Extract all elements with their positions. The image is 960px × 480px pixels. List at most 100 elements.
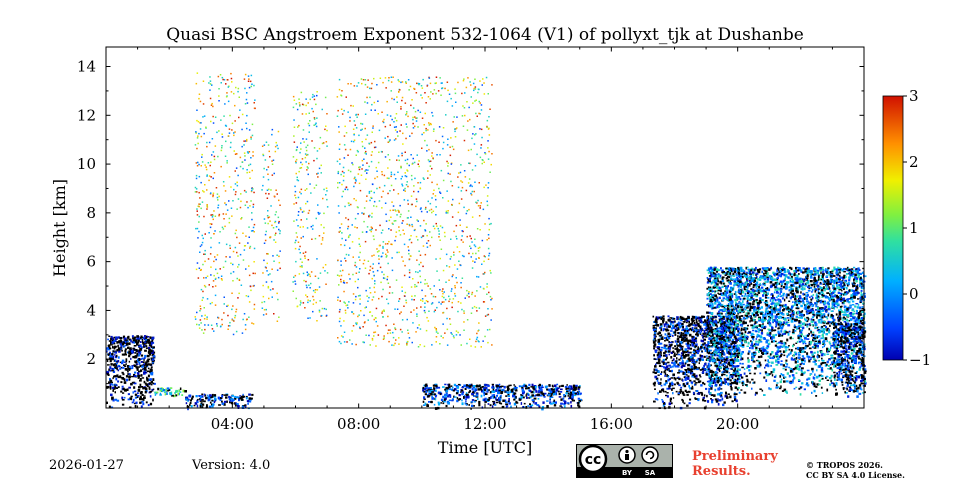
heatmap-cell bbox=[703, 368, 707, 371]
heatmap-cell bbox=[207, 258, 210, 260]
heatmap-cell bbox=[262, 176, 265, 178]
heatmap-cell bbox=[481, 159, 484, 161]
heatmap-cell bbox=[226, 400, 228, 403]
heatmap-cell bbox=[729, 382, 733, 385]
heatmap-cell bbox=[265, 313, 268, 315]
heatmap-cell bbox=[718, 399, 722, 402]
heatmap-cell bbox=[239, 165, 242, 168]
heatmap-cell bbox=[485, 386, 488, 390]
heatmap-cell bbox=[707, 364, 710, 367]
heatmap-cell bbox=[860, 289, 863, 292]
heatmap-cell bbox=[189, 403, 191, 407]
heatmap-cell bbox=[314, 123, 317, 126]
heatmap-cell bbox=[274, 241, 277, 243]
heatmap-cell bbox=[475, 112, 477, 115]
heatmap-cell bbox=[356, 322, 358, 324]
heatmap-cell bbox=[141, 398, 144, 401]
heatmap-cell bbox=[478, 182, 480, 184]
heatmap-cell bbox=[479, 246, 481, 249]
heatmap-cell bbox=[414, 295, 416, 297]
heatmap-cell bbox=[295, 103, 298, 105]
heatmap-cell bbox=[275, 211, 277, 213]
heatmap-cell bbox=[414, 116, 416, 118]
heatmap-cell bbox=[216, 254, 219, 256]
heatmap-cell bbox=[110, 355, 113, 358]
heatmap-cell bbox=[405, 113, 408, 115]
heatmap-cell bbox=[483, 82, 485, 84]
heatmap-cell bbox=[236, 277, 238, 280]
heatmap-cell bbox=[475, 99, 477, 101]
heatmap-cell bbox=[498, 386, 501, 389]
heatmap-cell bbox=[473, 126, 476, 128]
heatmap-cell bbox=[395, 279, 398, 281]
heatmap-cell bbox=[307, 102, 309, 104]
heatmap-cell bbox=[471, 293, 473, 296]
heatmap-cell bbox=[354, 264, 356, 267]
heatmap-cell bbox=[406, 111, 408, 113]
heatmap-cell bbox=[574, 392, 577, 395]
heatmap-cell bbox=[535, 390, 538, 393]
heatmap-cell bbox=[728, 372, 731, 374]
heatmap-cell bbox=[721, 371, 725, 374]
heatmap-cell bbox=[659, 323, 663, 326]
heatmap-cell bbox=[407, 217, 409, 219]
heatmap-cell bbox=[546, 400, 549, 402]
heatmap-cell bbox=[704, 344, 708, 347]
heatmap-cell bbox=[435, 329, 438, 331]
heatmap-cell bbox=[424, 92, 426, 94]
heatmap-cell bbox=[395, 119, 398, 122]
heatmap-cell bbox=[152, 346, 155, 349]
heatmap-cell bbox=[203, 284, 206, 287]
heatmap-cell bbox=[143, 343, 147, 345]
heatmap-cell bbox=[658, 331, 662, 334]
heatmap-cell bbox=[731, 342, 734, 345]
heatmap-cell bbox=[387, 79, 390, 82]
heatmap-cell bbox=[231, 401, 234, 404]
heatmap-cell bbox=[248, 274, 251, 277]
heatmap-cell bbox=[723, 367, 726, 370]
heatmap-cell bbox=[398, 80, 400, 83]
heatmap-cell bbox=[323, 212, 325, 215]
heatmap-cell bbox=[448, 399, 452, 402]
heatmap-cell bbox=[138, 349, 141, 352]
heatmap-cell bbox=[708, 369, 711, 371]
heatmap-cell bbox=[382, 247, 384, 249]
heatmap-cell bbox=[715, 342, 717, 345]
heatmap-cell bbox=[116, 341, 119, 344]
heatmap-cell bbox=[563, 394, 565, 397]
heatmap-cell bbox=[146, 385, 149, 388]
heatmap-cell bbox=[275, 141, 277, 144]
heatmap-cell bbox=[454, 92, 457, 95]
heatmap-cell bbox=[313, 159, 315, 162]
heatmap-cell bbox=[526, 392, 528, 395]
heatmap-cell bbox=[248, 397, 252, 400]
heatmap-cell bbox=[375, 229, 377, 231]
heatmap-cell bbox=[498, 389, 501, 392]
heatmap-cell bbox=[109, 378, 111, 381]
heatmap-cell bbox=[577, 404, 580, 407]
heatmap-cell bbox=[468, 178, 471, 180]
heatmap-cell bbox=[175, 389, 179, 393]
heatmap-cell bbox=[348, 235, 350, 237]
heatmap-cell bbox=[427, 388, 430, 391]
heatmap-cell bbox=[378, 255, 380, 257]
heatmap-cell bbox=[233, 150, 235, 152]
heatmap-cell bbox=[300, 208, 302, 211]
heatmap-cell bbox=[721, 325, 724, 329]
heatmap-cell bbox=[223, 79, 226, 81]
heatmap-cell bbox=[220, 165, 222, 168]
heatmap-cell bbox=[128, 367, 131, 371]
heatmap-cell bbox=[416, 200, 418, 203]
heatmap-cell bbox=[427, 387, 430, 390]
heatmap-cell bbox=[713, 336, 716, 340]
heatmap-cell bbox=[715, 400, 719, 403]
heatmap-cell bbox=[678, 377, 681, 381]
heatmap-cell bbox=[421, 87, 424, 89]
heatmap-cell bbox=[122, 335, 126, 339]
heatmap-cell bbox=[652, 341, 656, 344]
heatmap-cell bbox=[660, 346, 664, 349]
heatmap-cell bbox=[336, 115, 339, 117]
heatmap-cell bbox=[228, 200, 230, 202]
heatmap-cell bbox=[212, 280, 215, 282]
heatmap-cell bbox=[423, 178, 425, 180]
